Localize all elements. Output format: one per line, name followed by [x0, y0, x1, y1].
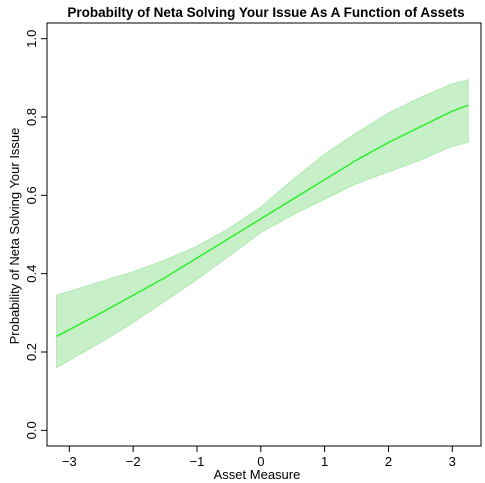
- y-tick-label: 0.6: [24, 186, 39, 204]
- x-tick-label: 2: [385, 454, 392, 469]
- confidence-band: [56, 79, 469, 369]
- x-axis-label: Asset Measure: [214, 467, 301, 482]
- x-tick-label: −3: [62, 454, 77, 469]
- chart-title: Probabilty of Neta Solving Your Issue As…: [67, 5, 464, 20]
- y-axis: 0.0 0.2 0.4 0.6 0.8 1.0 Probability of Neta S…: [7, 30, 48, 439]
- y-tick-label: 1.0: [24, 30, 39, 48]
- x-tick-label: 1: [321, 454, 328, 469]
- x-tick-label: 0: [257, 454, 264, 469]
- x-tick-label: −1: [190, 454, 205, 469]
- plot-area: [46, 22, 482, 447]
- y-tick-label: 0.8: [24, 108, 39, 126]
- fitted-line: [56, 104, 469, 337]
- x-tick-label: 3: [449, 454, 456, 469]
- y-axis-label: Probability of Neta Solving Your Issue: [7, 128, 22, 345]
- y-tick-label: 0.2: [24, 343, 39, 361]
- x-tick-label: −2: [126, 454, 141, 469]
- y-tick-label: 0.4: [24, 265, 39, 283]
- x-axis: −3 −2 −1 0 1 2 3 Asset Measure: [62, 445, 456, 482]
- y-tick-label: 0.0: [24, 421, 39, 439]
- plot-frame: [46, 22, 482, 447]
